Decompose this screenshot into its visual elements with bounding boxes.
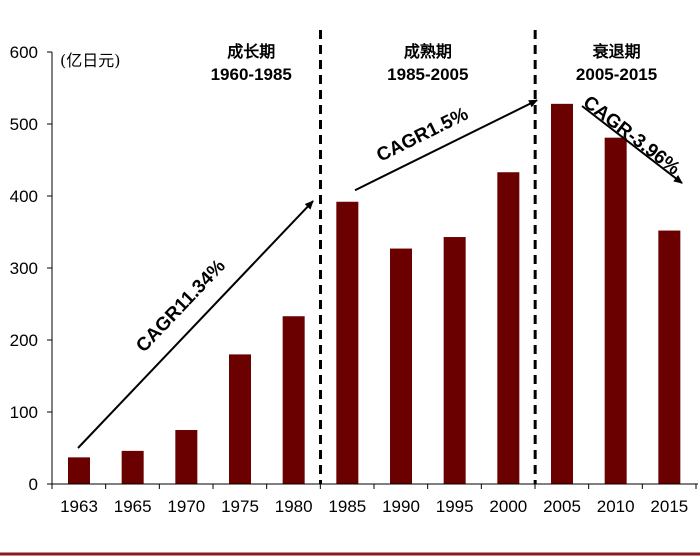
y-tick-label: 200 bbox=[10, 331, 38, 350]
bar-2015 bbox=[658, 230, 681, 484]
bar-1990 bbox=[390, 248, 412, 484]
phase-labels: 成长期 1960-1985 成熟期 1985-2005 衰退期 2005-2015 bbox=[211, 42, 658, 84]
y-tick-label: 400 bbox=[10, 187, 38, 206]
x-tick-label: 1975 bbox=[221, 497, 259, 516]
y-tick-label: 300 bbox=[10, 259, 38, 278]
phase-name: 衰退期 bbox=[592, 42, 641, 61]
cagr-arrow bbox=[77, 200, 314, 449]
cagr-label: CAGR-3.96% bbox=[579, 92, 684, 180]
bar-1965 bbox=[121, 450, 144, 484]
cagr-arrow bbox=[354, 99, 538, 192]
x-tick-label: 1965 bbox=[114, 497, 152, 516]
x-tick-label: 2000 bbox=[489, 497, 527, 516]
cagr-label: CAGR11.34% bbox=[132, 256, 230, 357]
bar-2005 bbox=[551, 103, 573, 484]
x-tick-label: 1995 bbox=[436, 497, 474, 516]
phase-name: 成熟期 bbox=[404, 42, 452, 61]
unit-label: (亿日元) bbox=[60, 51, 121, 70]
x-tick-label: 1985 bbox=[328, 497, 366, 516]
x-tick-label: 1990 bbox=[382, 497, 420, 516]
phase-range: 1985-2005 bbox=[387, 65, 468, 84]
y-tick-label: 500 bbox=[10, 115, 38, 134]
bar-1970 bbox=[175, 430, 198, 484]
bar-1963 bbox=[68, 457, 90, 484]
bar-1985 bbox=[336, 201, 359, 484]
cagr-annotations: CAGR11.34%CAGR1.5% CAGR-3.96% bbox=[77, 92, 684, 449]
x-tick-label: 2005 bbox=[543, 497, 581, 516]
x-tick-label: 1963 bbox=[60, 497, 98, 516]
x-tick-label: 2010 bbox=[597, 497, 635, 516]
bar-1980 bbox=[282, 316, 305, 484]
bar-2000 bbox=[497, 172, 520, 485]
phase-range: 2005-2015 bbox=[576, 65, 657, 84]
bar-1995 bbox=[443, 237, 466, 484]
phase-range: 1960-1985 bbox=[211, 65, 292, 84]
y-axis: 0 100 200 300 400 500 600 bbox=[10, 43, 53, 494]
x-tick-label: 1980 bbox=[275, 497, 313, 516]
y-tick-label: 100 bbox=[10, 403, 38, 422]
x-tick-label: 1970 bbox=[167, 497, 205, 516]
y-tick-label: 600 bbox=[10, 43, 38, 62]
y-tick-label: 0 bbox=[29, 475, 38, 494]
bars bbox=[68, 103, 681, 485]
x-axis: 1963 1965 1970 1975 1980 1985 1990 1995 2000 2005… bbox=[51, 483, 698, 516]
phase-name: 成长期 bbox=[227, 42, 275, 61]
bar-2010 bbox=[604, 137, 627, 484]
x-tick-label: 2015 bbox=[650, 497, 688, 516]
bar-1975 bbox=[229, 354, 251, 484]
cagr-arrow bbox=[581, 105, 683, 184]
